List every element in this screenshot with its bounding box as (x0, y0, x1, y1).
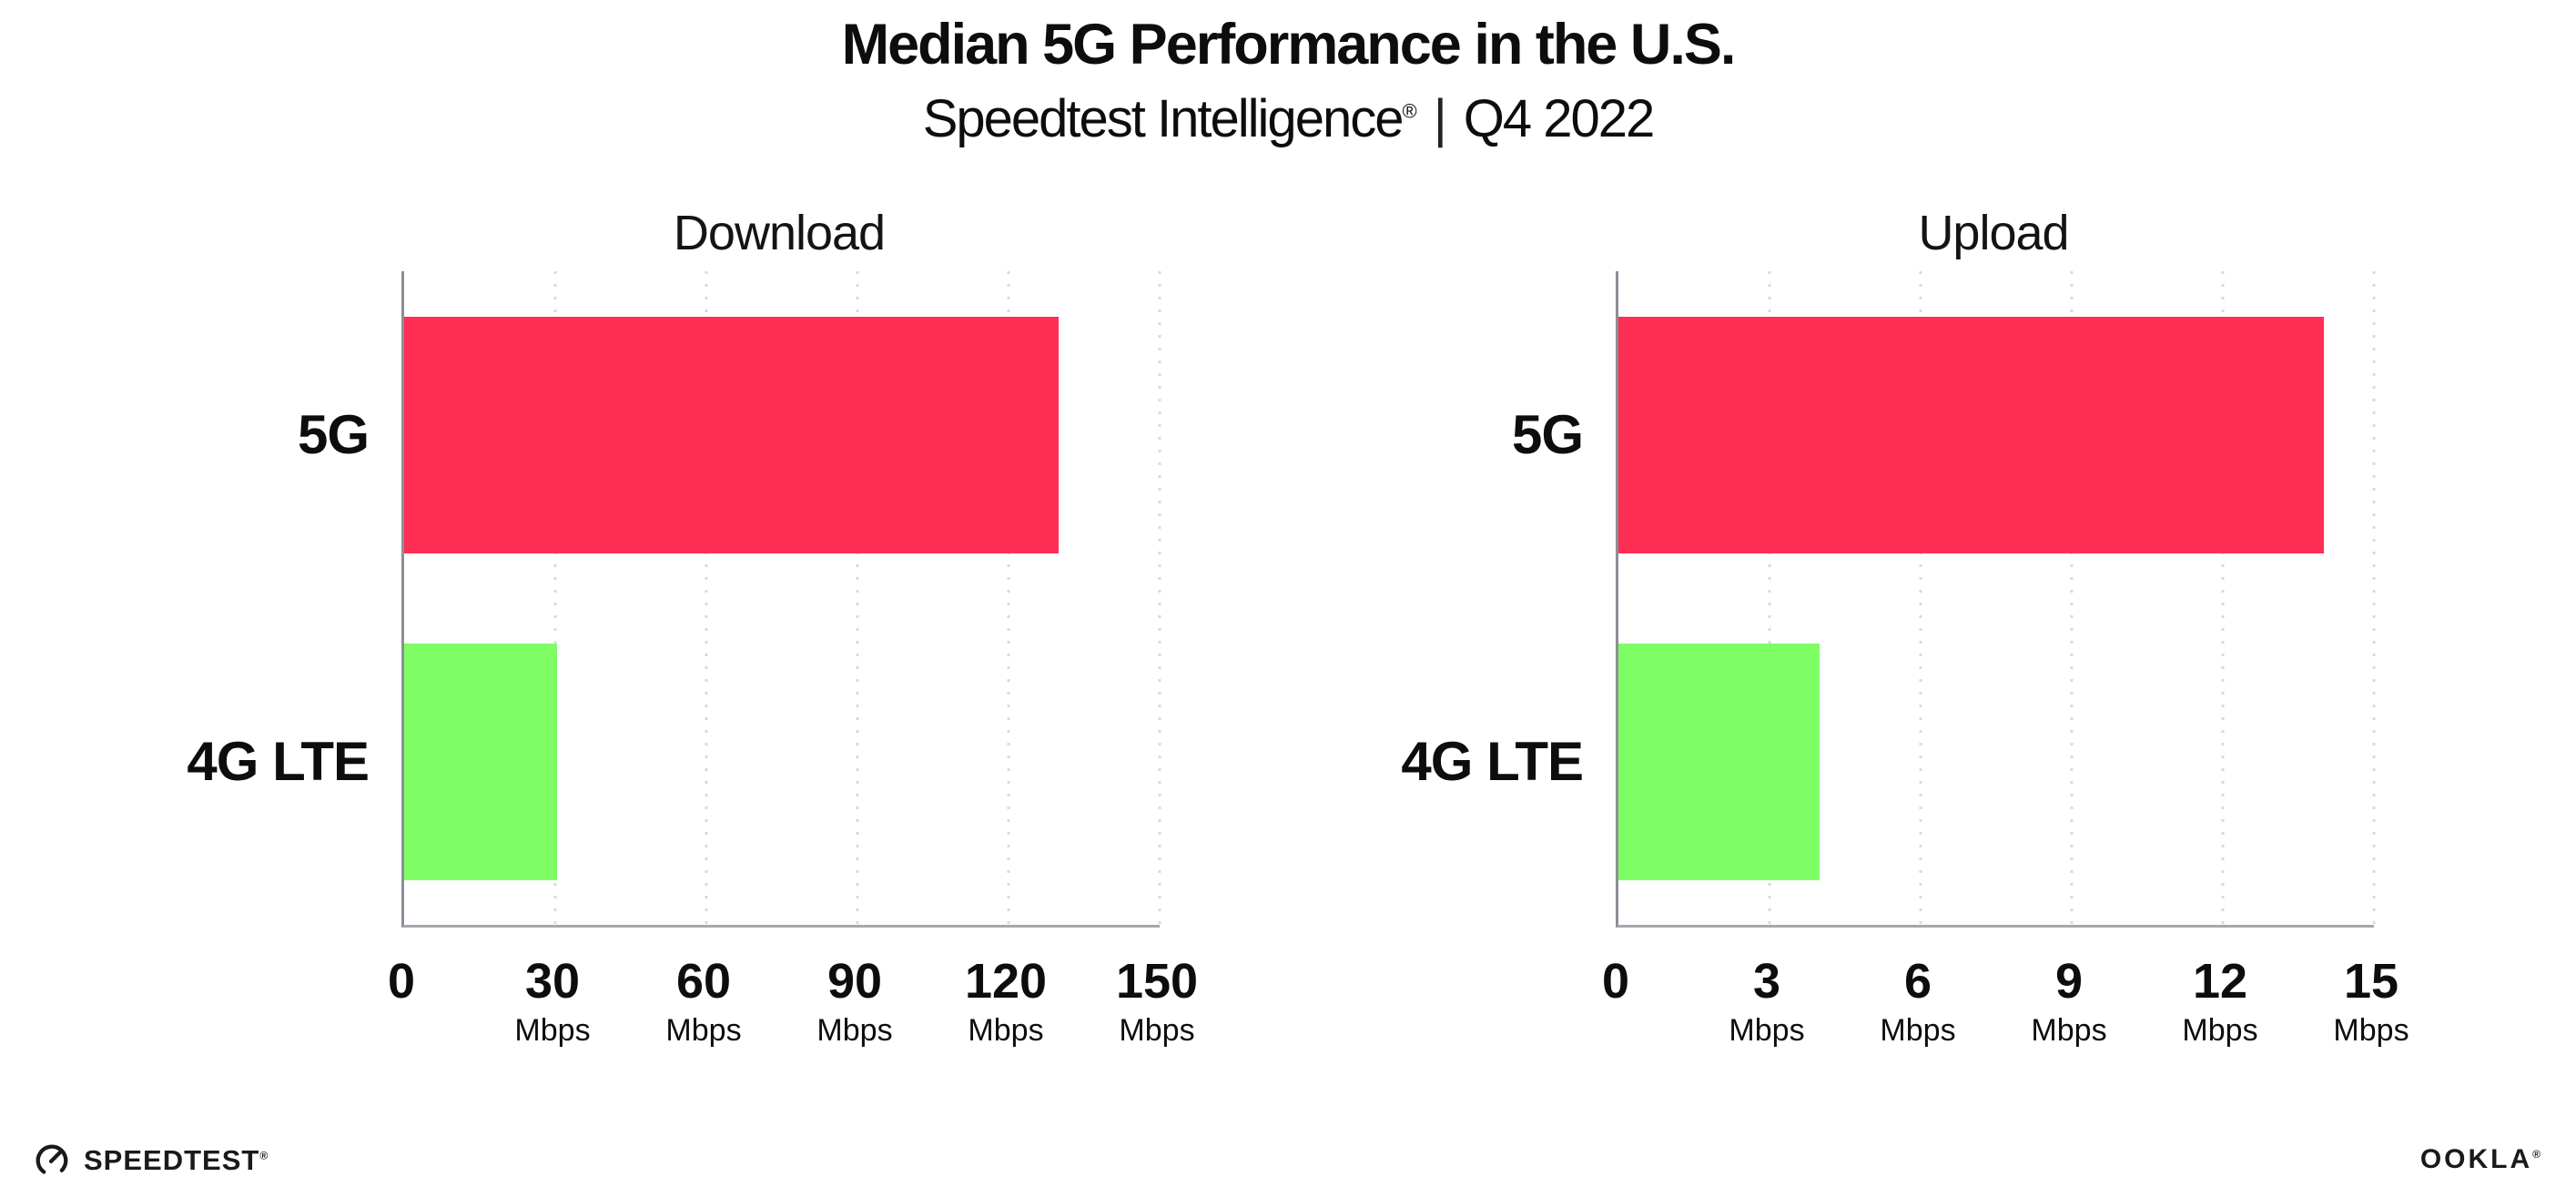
download-chart-body: 5G 4G LTE (168, 271, 1161, 928)
x-axis-tick: 3 Mbps (1729, 957, 1804, 1046)
gridline (856, 271, 859, 926)
page-subtitle: Speedtest Intelligence® | Q4 2022 (0, 88, 2576, 149)
download-chart-title: Download (673, 205, 886, 260)
x-axis-tick-value: 0 (387, 954, 416, 1009)
category-label-4g-lte: 4G LTE (187, 730, 370, 792)
gridline (553, 271, 557, 926)
x-axis-tick-unit: Mbps (1729, 1013, 1805, 1049)
registered-mark: ® (1402, 99, 1416, 123)
category-label-5g: 5G (1511, 403, 1584, 465)
upload-plot-area (1616, 271, 2376, 928)
bar-5g (404, 316, 1060, 553)
subtitle-period: Q4 2022 (1463, 88, 1656, 148)
bar-4g-lte (404, 643, 557, 880)
bar-4g-lte (1618, 643, 1820, 880)
download-plot-area (401, 271, 1161, 928)
x-axis-tick-value: 3 (1752, 954, 1781, 1009)
ookla-logo-text: OOKLA® (2419, 1144, 2543, 1174)
gridline (2372, 271, 2376, 926)
x-axis-tick-unit: Mbps (2031, 1013, 2107, 1049)
upload-chart: Upload 5G 4G LTE 0 3 Mbps 6 Mbps 9 Mbps 12 Mbps 15… (1383, 204, 2409, 1067)
gridline (705, 271, 708, 926)
x-axis-tick: 15 Mbps (2333, 957, 2409, 1046)
gridline (2070, 271, 2074, 926)
upload-chart-title: Upload (1918, 205, 2069, 260)
x-axis-tick-value: 150 (1115, 954, 1199, 1009)
download-chart: Download 5G 4G LTE 0 30 Mbps 60 Mbps 90 Mbps 120… (168, 204, 1198, 1067)
speedtest-registered-mark: ® (259, 1149, 269, 1162)
bar-5g (1618, 316, 2324, 553)
upload-x-axis: 0 3 Mbps 6 Mbps 9 Mbps 12 Mbps 15 Mbps (1602, 957, 2409, 1066)
x-axis-tick-value: 90 (827, 954, 883, 1009)
x-axis-tick-unit: Mbps (665, 1013, 742, 1049)
x-axis-tick-value: 0 (1601, 954, 1630, 1009)
x-axis-tick-value: 120 (964, 954, 1048, 1009)
x-axis-tick: 120 Mbps (965, 957, 1047, 1046)
x-axis-tick-value: 60 (675, 954, 732, 1009)
subtitle-brand: Speedtest Intelligence (922, 88, 1405, 148)
gridline (1768, 271, 1771, 926)
x-axis-tick-unit: Mbps (2333, 1013, 2409, 1049)
x-axis-tick-value: 15 (2343, 954, 2399, 1009)
speedtest-logo: SPEEDTEST® (33, 1141, 269, 1179)
x-axis-tick-value: 12 (2192, 954, 2248, 1009)
ookla-logo: OOKLA® (2420, 1146, 2543, 1173)
x-axis-tick-unit: Mbps (816, 1013, 893, 1049)
x-axis-tick: 90 Mbps (816, 957, 892, 1046)
x-axis-tick: 6 Mbps (1880, 957, 1955, 1046)
ookla-registered-mark: ® (2532, 1148, 2543, 1161)
x-axis-tick-unit: Mbps (1880, 1013, 1956, 1049)
upload-category-axis: 5G 4G LTE (1383, 271, 1584, 928)
x-axis-tick: 9 Mbps (2031, 957, 2106, 1046)
subtitle-separator: | (1433, 88, 1447, 148)
x-axis-tick: 150 Mbps (1116, 957, 1198, 1046)
x-axis-tick: 30 Mbps (514, 957, 590, 1046)
x-axis-tick: 0 (388, 957, 415, 1006)
x-axis-tick: 60 Mbps (665, 957, 741, 1046)
chart-header: Median 5G Performance in the U.S. Speedt… (0, 0, 2576, 149)
x-axis-tick-value: 9 (2054, 954, 2084, 1009)
gridline (1919, 271, 1922, 926)
x-axis-tick: 0 (1602, 957, 1629, 1006)
download-category-axis: 5G 4G LTE (168, 271, 370, 928)
x-axis-tick-value: 6 (1903, 954, 1932, 1009)
gridline (2221, 271, 2225, 926)
x-axis-tick: 12 Mbps (2182, 957, 2257, 1046)
speedtest-logo-text: SPEEDTEST® (84, 1143, 269, 1176)
x-axis-tick-unit: Mbps (2182, 1013, 2258, 1049)
category-label-5g: 5G (297, 403, 370, 465)
category-label-4g-lte: 4G LTE (1401, 730, 1584, 792)
charts-row: Download 5G 4G LTE 0 30 Mbps 60 Mbps 90 Mbps 120… (0, 204, 2576, 1067)
page-title: Median 5G Performance in the U.S. (841, 13, 1737, 76)
x-axis-tick-unit: Mbps (514, 1013, 591, 1049)
gridline (1158, 271, 1161, 926)
speedtest-gauge-icon (35, 1144, 68, 1177)
download-x-axis: 0 30 Mbps 60 Mbps 90 Mbps 120 Mbps 150 Mbps (388, 957, 1198, 1066)
x-axis-tick-unit: Mbps (1119, 1013, 1195, 1049)
gridline (1007, 271, 1010, 926)
upload-chart-body: 5G 4G LTE (1383, 271, 2376, 928)
x-axis-tick-value: 30 (524, 954, 581, 1009)
x-axis-tick-unit: Mbps (968, 1013, 1044, 1049)
